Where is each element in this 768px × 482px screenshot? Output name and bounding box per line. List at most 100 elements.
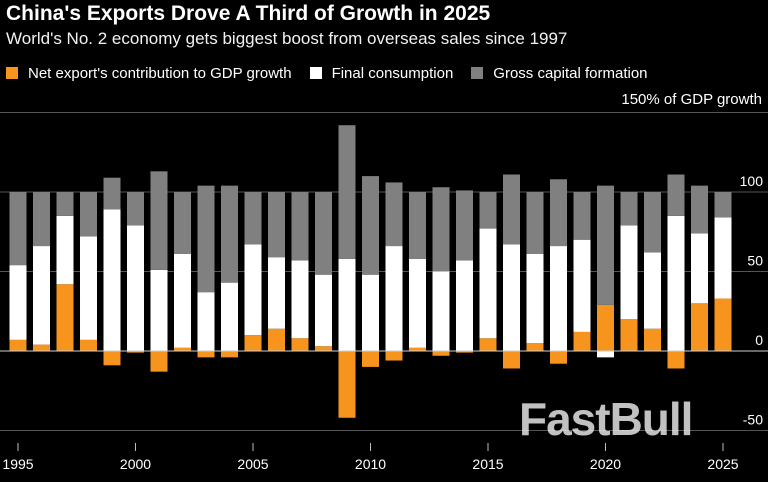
bar-capital-formation-2018 [550, 179, 567, 247]
legend-item-capital-formation: Gross capital formation [471, 64, 648, 82]
x-tick-label-2000: 2000 [120, 456, 151, 472]
bar-net-exports-1997 [56, 284, 74, 351]
bar-capital-formation-2009 [338, 125, 356, 259]
bar-net-exports-2001 [150, 351, 168, 372]
x-tick-label-1995: 1995 [2, 456, 33, 472]
bar-final-consumption-2024 [691, 233, 708, 304]
bar-net-exports-2022 [644, 328, 661, 351]
bar-net-exports-2000 [127, 351, 144, 353]
x-tick-label-2020: 2020 [590, 456, 621, 472]
legend-item-final-consumption: Final consumption [309, 64, 454, 82]
bar-capital-formation-2011 [385, 182, 403, 247]
bar-final-consumption-2007 [291, 260, 309, 339]
bar-net-exports-2018 [550, 351, 567, 364]
bar-final-consumption-2016 [503, 244, 520, 351]
bar-net-exports-2006 [268, 328, 285, 351]
bar-final-consumption-2023 [667, 215, 685, 351]
bar-capital-formation-1996 [33, 192, 50, 247]
bar-net-exports-2020 [597, 304, 614, 351]
bar-capital-formation-2016 [503, 174, 520, 245]
bar-final-consumption-2014 [456, 260, 473, 351]
chart-title: China's Exports Drove A Third of Growth … [6, 2, 491, 25]
bar-capital-formation-2004 [221, 185, 238, 283]
bar-final-consumption-2000 [127, 225, 144, 351]
bar-net-exports-2021 [620, 319, 638, 351]
bar-final-consumption-2025 [714, 217, 732, 299]
bar-final-consumption-2022 [644, 252, 661, 329]
bar-net-exports-2025 [714, 298, 732, 351]
bar-capital-formation-2019 [573, 192, 591, 240]
legend: Net export's contribution to GDP growth … [6, 63, 666, 83]
bar-final-consumption-2006 [268, 257, 285, 329]
bar-capital-formation-1995 [9, 192, 27, 266]
x-tick-label-2005: 2005 [237, 456, 268, 472]
bar-net-exports-2023 [667, 351, 685, 369]
bar-final-consumption-2019 [573, 239, 591, 332]
bar-final-consumption-2008 [315, 274, 332, 347]
x-tick-label-2015: 2015 [472, 456, 503, 472]
bar-capital-formation-2022 [644, 192, 661, 253]
bar-final-consumption-2009 [338, 258, 356, 351]
y-tick-label-100: 100 [740, 173, 764, 189]
bar-final-consumption-2020 [597, 351, 614, 358]
bar-final-consumption-1997 [56, 215, 74, 285]
bar-final-consumption-2001 [150, 269, 168, 351]
bar-final-consumption-2005 [244, 244, 262, 336]
bar-net-exports-2004 [221, 351, 238, 358]
bar-capital-formation-2017 [526, 192, 544, 255]
y-tick-label-50: 50 [747, 253, 763, 269]
bar-net-exports-2003 [197, 351, 215, 358]
bar-capital-formation-2002 [174, 192, 191, 255]
legend-swatch-final-consumption [309, 67, 322, 79]
bar-capital-formation-2021 [620, 192, 638, 226]
bar-net-exports-2010 [362, 351, 379, 367]
bar-final-consumption-2003 [197, 292, 215, 351]
bar-capital-formation-1998 [80, 192, 97, 237]
bar-net-exports-2015 [479, 338, 497, 351]
bar-net-exports-2016 [503, 351, 520, 369]
bar-final-consumption-2002 [174, 254, 191, 348]
bar-capital-formation-2007 [291, 192, 309, 261]
bar-final-consumption-2011 [385, 246, 403, 351]
legend-label-capital-formation: Gross capital formation [493, 64, 648, 82]
bar-capital-formation-2012 [409, 192, 426, 259]
bar-net-exports-2014 [456, 351, 473, 353]
bar-capital-formation-1999 [103, 177, 121, 210]
chart-subtitle: World's No. 2 economy gets biggest boost… [6, 29, 568, 48]
bar-final-consumption-1996 [33, 246, 50, 345]
bar-net-exports-2017 [526, 343, 544, 351]
legend-swatch-capital-formation [471, 67, 484, 79]
bar-net-exports-1996 [33, 344, 50, 351]
bar-capital-formation-2015 [479, 192, 497, 229]
bar-capital-formation-2008 [315, 192, 332, 275]
watermark-logo: FastBull [519, 393, 693, 445]
x-tick-label-2010: 2010 [355, 456, 386, 472]
bar-final-consumption-2021 [620, 225, 638, 320]
legend-swatch-net-exports [6, 67, 18, 79]
bar-capital-formation-2003 [197, 185, 215, 293]
bar-net-exports-2005 [244, 335, 262, 351]
bar-capital-formation-1997 [56, 192, 74, 216]
bar-final-consumption-2013 [432, 271, 450, 351]
bar-capital-formation-2014 [456, 190, 473, 261]
bar-net-exports-2002 [174, 347, 191, 351]
bar-final-consumption-1998 [80, 236, 97, 340]
bar-net-exports-2013 [432, 351, 450, 356]
bar-net-exports-2012 [409, 347, 426, 351]
bar-capital-formation-2006 [268, 192, 285, 258]
bar-capital-formation-2025 [714, 192, 732, 218]
bar-net-exports-1999 [103, 351, 121, 366]
bar-final-consumption-2012 [409, 258, 426, 348]
y-axis-unit-label: 150% of GDP growth [621, 91, 762, 108]
legend-label-final-consumption: Final consumption [331, 64, 454, 82]
bar-final-consumption-2010 [362, 274, 379, 351]
bar-final-consumption-1995 [9, 265, 27, 340]
bar-capital-formation-2013 [432, 187, 450, 272]
bar-capital-formation-2020 [597, 185, 614, 305]
bar-final-consumption-1999 [103, 209, 121, 351]
bar-capital-formation-2024 [691, 185, 708, 234]
bar-net-exports-2008 [315, 346, 332, 351]
bar-net-exports-2019 [573, 331, 591, 351]
bar-final-consumption-2015 [479, 228, 497, 339]
